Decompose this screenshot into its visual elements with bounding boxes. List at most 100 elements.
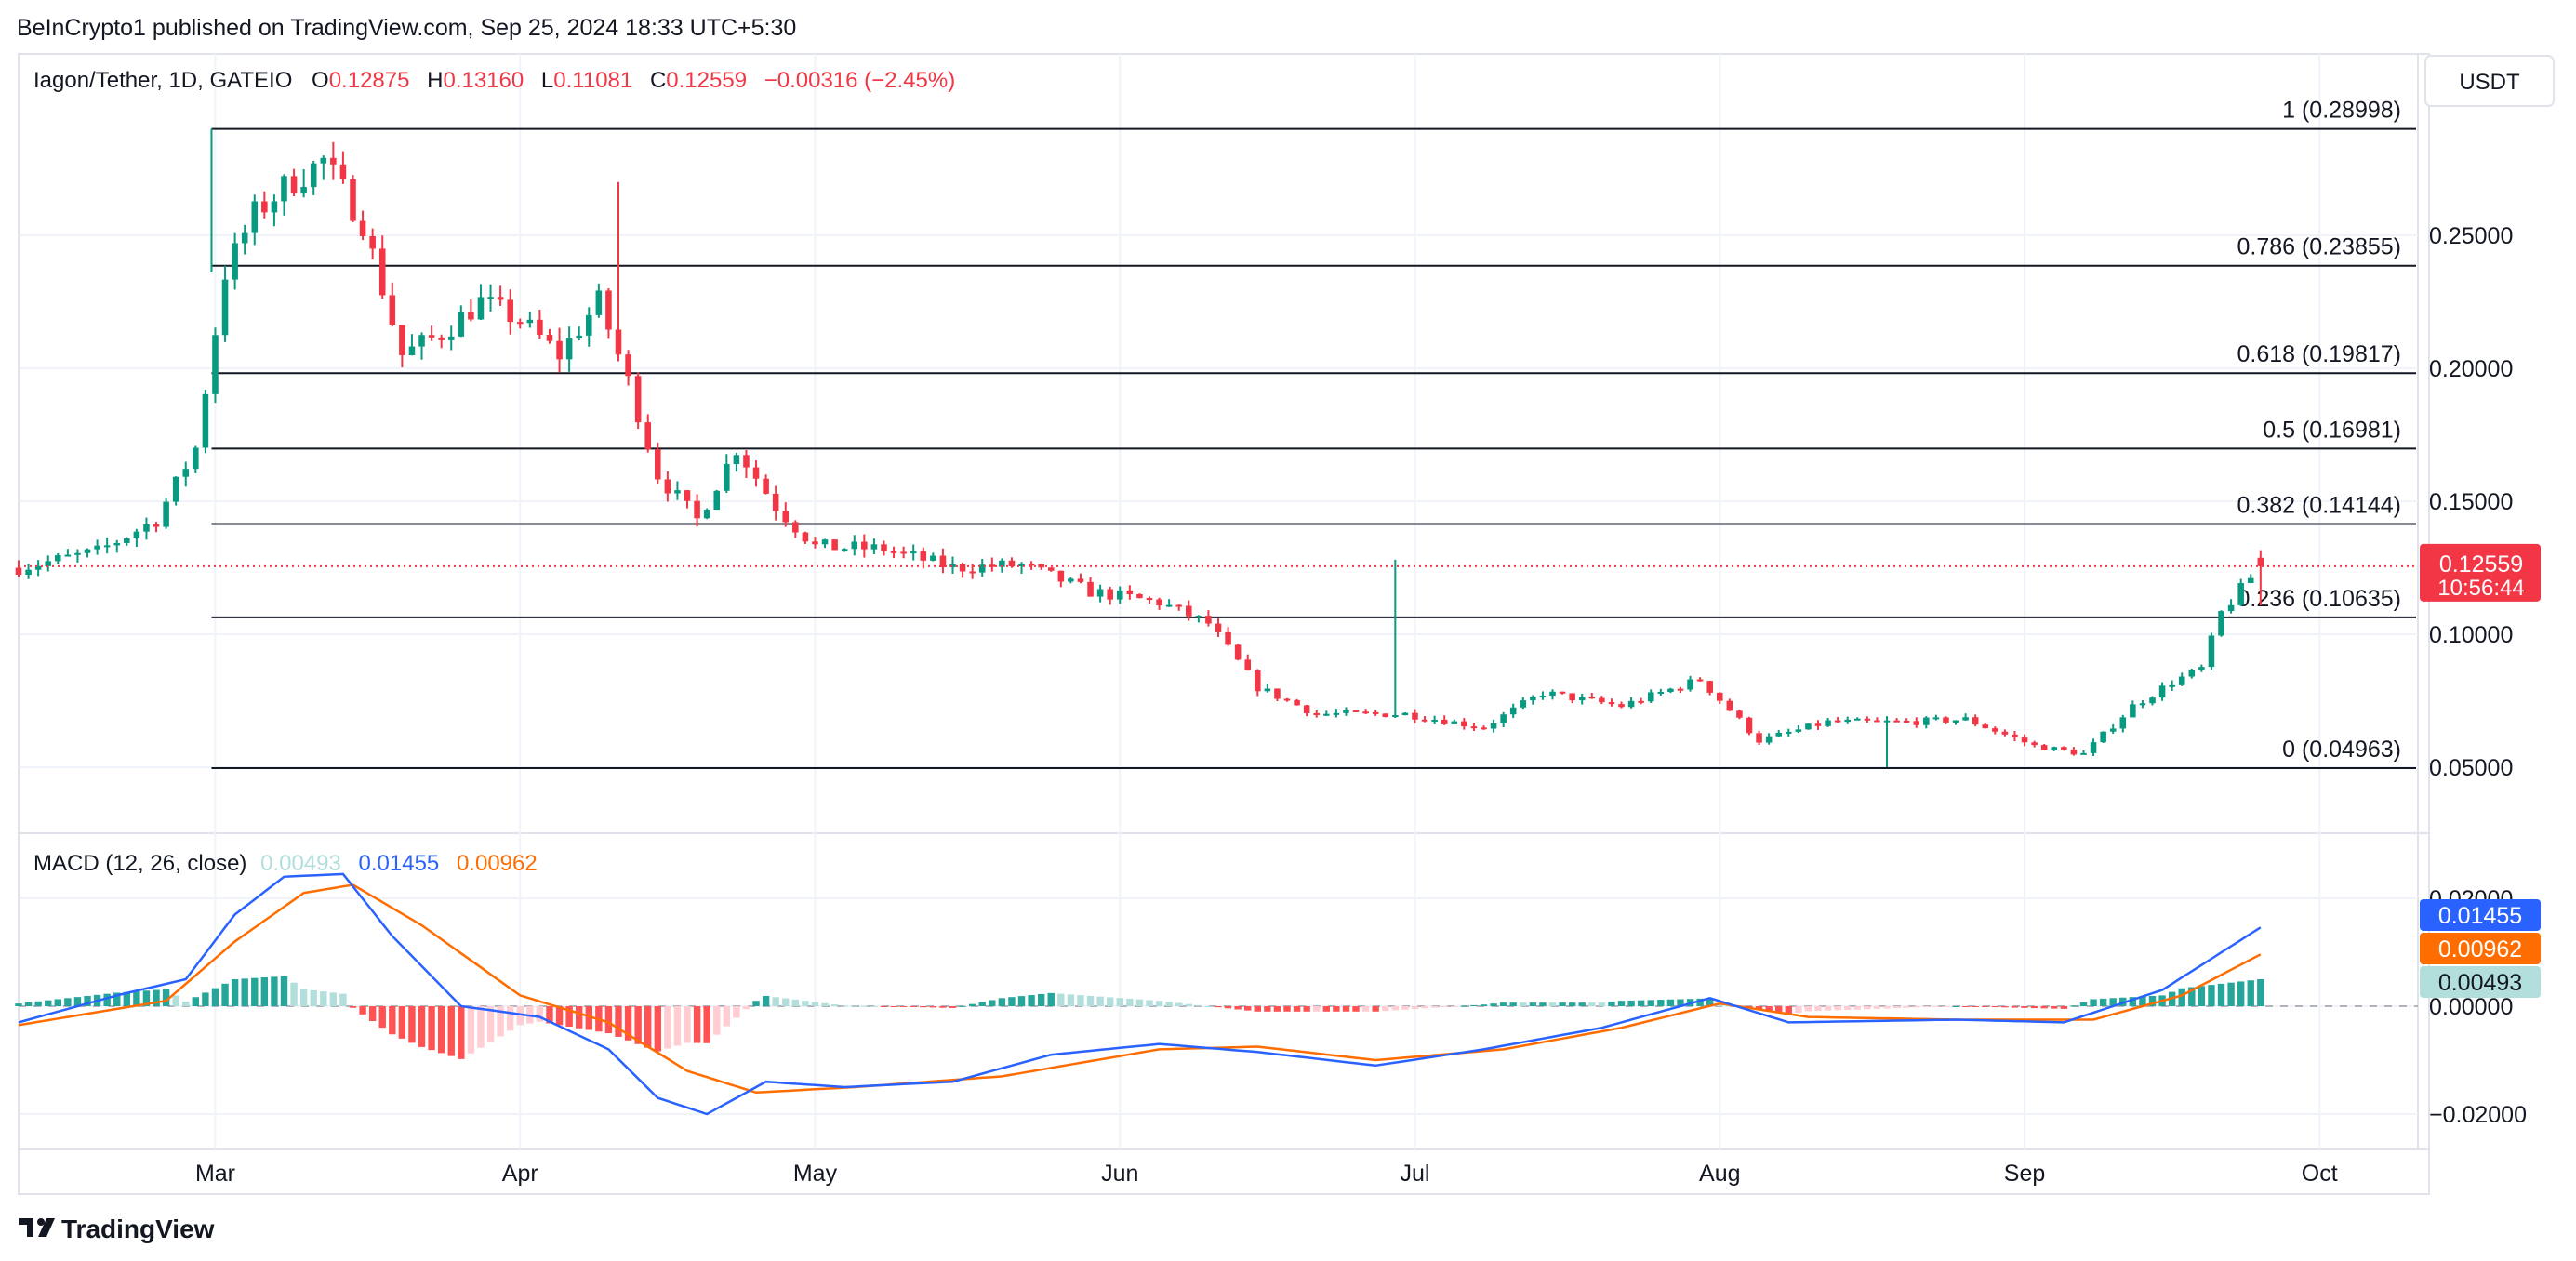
candle[interactable] [1126, 585, 1134, 600]
candle[interactable] [1412, 709, 1418, 723]
candle[interactable] [182, 461, 190, 487]
candle[interactable] [2139, 700, 2146, 709]
candle[interactable] [55, 552, 61, 564]
candle[interactable] [733, 452, 740, 472]
candle[interactable] [812, 537, 818, 549]
candle[interactable] [487, 284, 494, 312]
candle[interactable] [2021, 734, 2028, 747]
candle[interactable] [202, 389, 209, 454]
candle[interactable] [2040, 743, 2048, 751]
candle[interactable] [1805, 723, 1812, 730]
candle[interactable] [1087, 577, 1094, 597]
candle[interactable] [1578, 693, 1586, 705]
candle[interactable] [694, 494, 700, 527]
candle[interactable] [261, 191, 268, 219]
candle[interactable] [1343, 707, 1349, 716]
tradingview-logo[interactable]: TradingView [19, 1215, 215, 1243]
candle[interactable] [2178, 672, 2185, 686]
candle[interactable] [1028, 561, 1035, 570]
candle[interactable] [1874, 717, 1880, 723]
candle[interactable] [74, 549, 81, 563]
candle[interactable] [1972, 714, 1979, 727]
candle[interactable] [1401, 712, 1409, 716]
candle[interactable] [1107, 586, 1113, 605]
candle[interactable] [290, 168, 298, 197]
candle[interactable] [782, 502, 790, 527]
candle[interactable] [920, 547, 927, 569]
candle[interactable] [1008, 557, 1016, 568]
candle[interactable] [1952, 720, 1959, 725]
candle[interactable] [477, 284, 485, 321]
candle[interactable] [1923, 716, 1930, 729]
candle[interactable] [124, 537, 130, 546]
candle[interactable] [1883, 716, 1891, 767]
candle[interactable] [438, 334, 445, 349]
candle[interactable] [1854, 717, 1861, 721]
candle[interactable] [664, 471, 671, 502]
candle[interactable] [1539, 691, 1547, 700]
candle[interactable] [84, 548, 91, 558]
candle[interactable] [989, 557, 996, 572]
candle[interactable] [890, 546, 897, 559]
candle[interactable] [1431, 715, 1438, 724]
candle[interactable] [1205, 610, 1212, 627]
candle[interactable] [1677, 686, 1684, 694]
macd-value-badge[interactable]: 0.01455 [2420, 899, 2541, 931]
candle[interactable] [1559, 691, 1566, 695]
candle[interactable] [565, 326, 573, 372]
candle[interactable] [2109, 723, 2117, 734]
macd-pane[interactable] [15, 872, 2418, 1116]
candle[interactable] [2090, 738, 2097, 757]
candle[interactable] [281, 174, 287, 216]
candle[interactable] [969, 564, 976, 579]
candle[interactable] [497, 285, 504, 306]
candle[interactable] [1795, 725, 1802, 734]
candle[interactable] [1982, 723, 1989, 729]
candle[interactable] [2051, 746, 2058, 751]
candle[interactable] [1255, 669, 1261, 697]
candle[interactable] [15, 560, 22, 577]
candle[interactable] [1234, 644, 1242, 661]
candle[interactable] [2070, 747, 2078, 756]
candle[interactable] [1382, 713, 1389, 718]
candle[interactable] [2080, 750, 2087, 755]
candle[interactable] [1864, 716, 1871, 723]
candle[interactable] [320, 155, 327, 180]
candle[interactable] [2208, 632, 2215, 670]
candle[interactable] [2001, 729, 2009, 737]
candle[interactable] [1647, 689, 1654, 703]
candle[interactable] [1716, 692, 1723, 705]
candle[interactable] [1372, 710, 1379, 716]
candle[interactable] [339, 151, 347, 184]
candle[interactable] [193, 445, 199, 473]
candle[interactable] [772, 485, 779, 521]
candle[interactable] [831, 539, 838, 551]
candle[interactable] [399, 325, 405, 368]
candle[interactable] [1765, 733, 1773, 745]
candle[interactable] [841, 548, 848, 552]
candle[interactable] [1825, 718, 1831, 727]
candle[interactable] [25, 564, 32, 579]
candle[interactable] [458, 305, 465, 338]
candle[interactable] [1165, 599, 1173, 607]
candle[interactable] [1313, 709, 1321, 718]
candle[interactable] [526, 312, 534, 328]
candle[interactable] [1775, 729, 1782, 737]
candle[interactable] [1932, 714, 1940, 721]
price-axis[interactable]: 0.25000 0.20000 0.15000 0.10000 0.05000 0.125… [2420, 223, 2541, 781]
candle[interactable] [113, 539, 121, 553]
candle[interactable] [1588, 692, 1596, 699]
candle[interactable] [1195, 615, 1202, 623]
candle[interactable] [1992, 726, 1998, 735]
candle[interactable] [1156, 597, 1162, 610]
candle[interactable] [959, 562, 966, 578]
candle[interactable] [556, 327, 563, 373]
candle[interactable] [1893, 718, 1900, 723]
candle[interactable] [1746, 716, 1753, 736]
candle[interactable] [615, 181, 622, 362]
candle[interactable] [1657, 688, 1665, 696]
candle[interactable] [1736, 710, 1743, 720]
candle[interactable] [1175, 604, 1182, 611]
candle[interactable] [389, 282, 396, 327]
candle[interactable] [1333, 709, 1340, 718]
